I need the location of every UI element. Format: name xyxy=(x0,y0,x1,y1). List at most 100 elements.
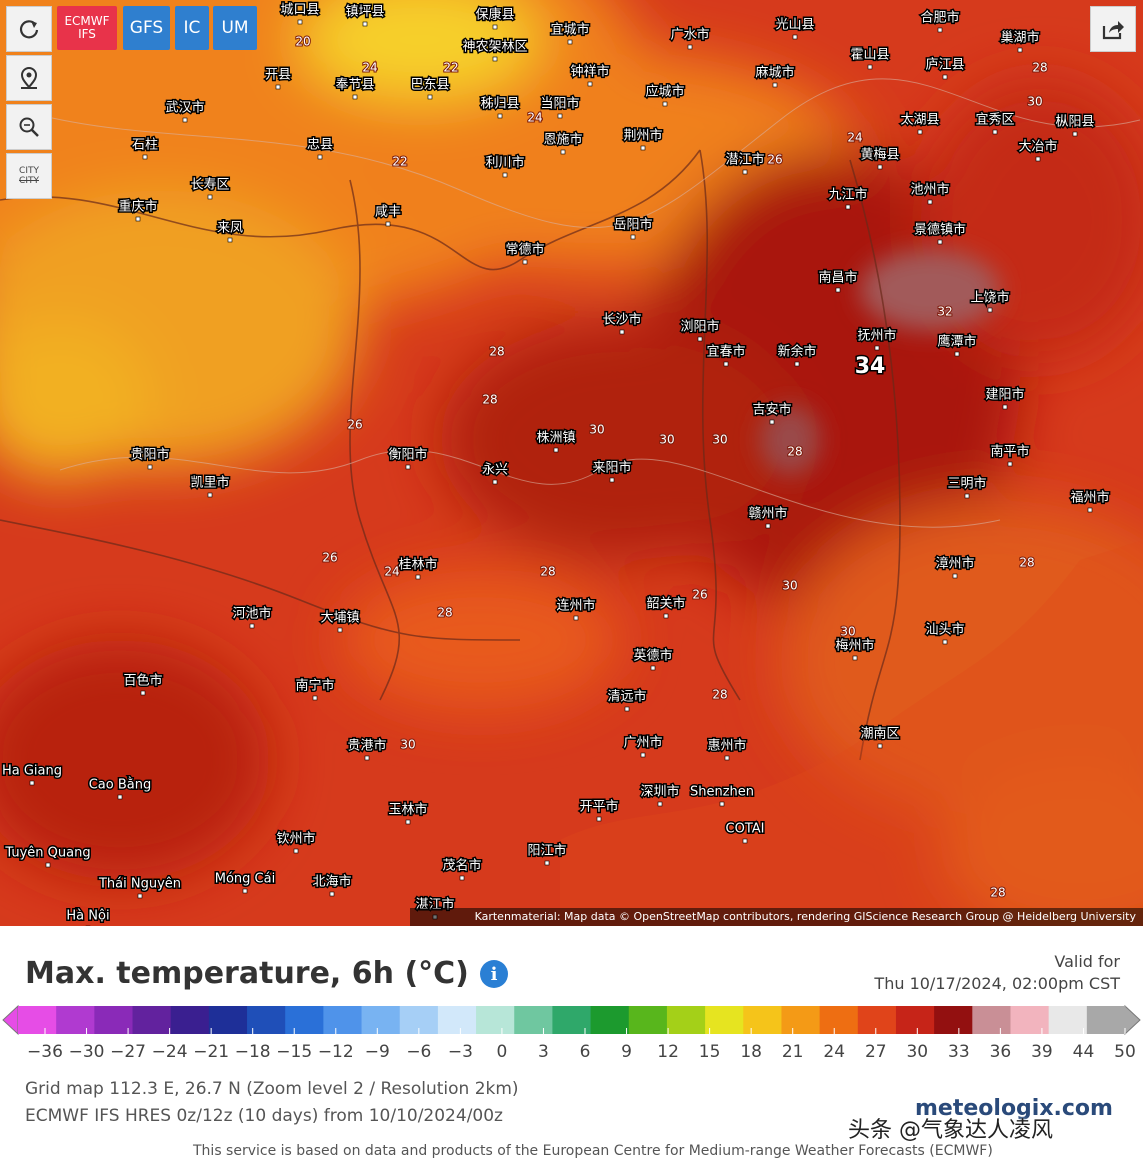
city-dot xyxy=(742,169,748,175)
city-label: 建阳市 xyxy=(985,387,1024,403)
contour-label: 24 xyxy=(527,111,542,125)
city-dot xyxy=(385,221,391,227)
city-label: 光山县 xyxy=(775,18,814,33)
contour-label: 28 xyxy=(482,393,497,407)
city-label-off: CITY xyxy=(19,176,39,186)
city-dot xyxy=(405,819,411,825)
city-label: 常德市 xyxy=(505,242,544,258)
city-label: 恩施市 xyxy=(543,132,582,148)
city-dot xyxy=(719,801,725,807)
scale-segment xyxy=(819,1006,859,1034)
city-dot xyxy=(619,329,625,335)
city-label: 清远市 xyxy=(607,689,646,705)
city-label: 来凤 xyxy=(217,221,243,236)
city-label: 汕头市 xyxy=(925,622,964,638)
city-dot xyxy=(502,172,508,178)
reload-button[interactable] xyxy=(6,6,52,52)
city-dot xyxy=(553,447,559,453)
scale-label: −3 xyxy=(448,1042,473,1062)
city-dot xyxy=(1087,507,1093,513)
city-dot xyxy=(662,101,668,107)
scale-segment xyxy=(132,1006,172,1034)
city-label: 岳阳市 xyxy=(613,217,652,233)
city-label: 景德镇市 xyxy=(914,222,966,238)
model-button[interactable]: IC xyxy=(175,6,209,50)
zoom-icon xyxy=(19,117,39,137)
city-dot xyxy=(942,639,948,645)
city-label: 霍山县 xyxy=(850,48,889,63)
contour-label: 28 xyxy=(712,688,727,702)
contour-label: 28 xyxy=(437,606,452,620)
zoom-button[interactable] xyxy=(6,104,52,150)
contour-label: 24 xyxy=(362,61,377,75)
city-label: 庐江县 xyxy=(925,58,964,73)
city-button[interactable]: CITY CITY xyxy=(6,153,52,199)
location-button[interactable] xyxy=(6,55,52,101)
scale-segment xyxy=(514,1006,553,1034)
scale-label: −6 xyxy=(406,1042,431,1062)
city-label: 三明市 xyxy=(947,476,986,492)
city-label: 黄梅县 xyxy=(860,148,899,163)
city-label: 奉节县 xyxy=(335,78,374,93)
pin-icon xyxy=(20,67,38,89)
city-dot xyxy=(987,307,993,313)
city-dot xyxy=(927,199,933,205)
scale-segment xyxy=(972,1006,1011,1034)
city-dot xyxy=(724,755,730,761)
city-label: 保康县 xyxy=(475,7,514,23)
contour-label: 28 xyxy=(1019,556,1034,570)
city-dot xyxy=(362,21,368,27)
grid-info: Grid map 112.3 E, 26.7 N (Zoom level 2 /… xyxy=(25,1079,519,1099)
contour-label: 20 xyxy=(295,35,310,49)
city-dot xyxy=(492,24,498,30)
province-borders xyxy=(0,149,901,761)
model-button[interactable]: GFS xyxy=(123,6,170,50)
city-label: 利川市 xyxy=(485,155,524,171)
contour-label: 24 xyxy=(847,131,862,145)
model-button[interactable]: ECMWF IFS xyxy=(57,6,117,50)
city-dot xyxy=(317,154,323,160)
city-dot xyxy=(459,875,465,881)
city-label: 桂林市 xyxy=(398,557,437,573)
city-dot xyxy=(137,893,143,899)
city-label: 开平市 xyxy=(579,799,618,815)
city-dot xyxy=(567,39,573,45)
city-label: 漳州市 xyxy=(935,556,974,572)
model-button[interactable]: UM xyxy=(213,6,257,50)
scale-label: 21 xyxy=(782,1042,804,1062)
city-label: 巴东县 xyxy=(410,78,449,93)
scale-segment xyxy=(361,1006,401,1034)
city-label: 城口县 xyxy=(280,3,319,18)
share-button[interactable] xyxy=(1090,6,1136,52)
city-dot xyxy=(1017,47,1023,53)
isotherms xyxy=(19,78,1141,528)
city-label: 太湖县 xyxy=(900,113,939,128)
city-dot xyxy=(852,655,858,661)
city-dot xyxy=(954,351,960,357)
city-label: 河池市 xyxy=(232,606,271,622)
city-dot xyxy=(937,239,943,245)
city-dot xyxy=(794,361,800,367)
city-label: 衡阳市 xyxy=(388,447,427,463)
city-label: 韶关市 xyxy=(646,596,685,612)
scale-label: −15 xyxy=(276,1042,312,1062)
logo: meteologix.com xyxy=(915,1096,1113,1121)
city-label: 玉林市 xyxy=(388,802,427,818)
city-dot xyxy=(227,237,233,243)
city-label: 宜春市 xyxy=(706,344,745,360)
city-label: 新余市 xyxy=(777,344,816,360)
city-label: 南宁市 xyxy=(295,678,334,694)
temperature-field xyxy=(0,0,1143,926)
contour-label: 22 xyxy=(443,61,458,75)
info-button[interactable]: i xyxy=(480,960,508,988)
scale-label: 33 xyxy=(948,1042,970,1062)
city-label: 浏阳市 xyxy=(680,319,719,335)
scale-segment xyxy=(1048,1006,1088,1034)
city-dot xyxy=(142,154,148,160)
city-label: COTAI xyxy=(726,822,765,837)
city-label: 北海市 xyxy=(312,874,351,890)
contour-label: 30 xyxy=(589,423,604,437)
scale-segment xyxy=(208,1006,248,1034)
